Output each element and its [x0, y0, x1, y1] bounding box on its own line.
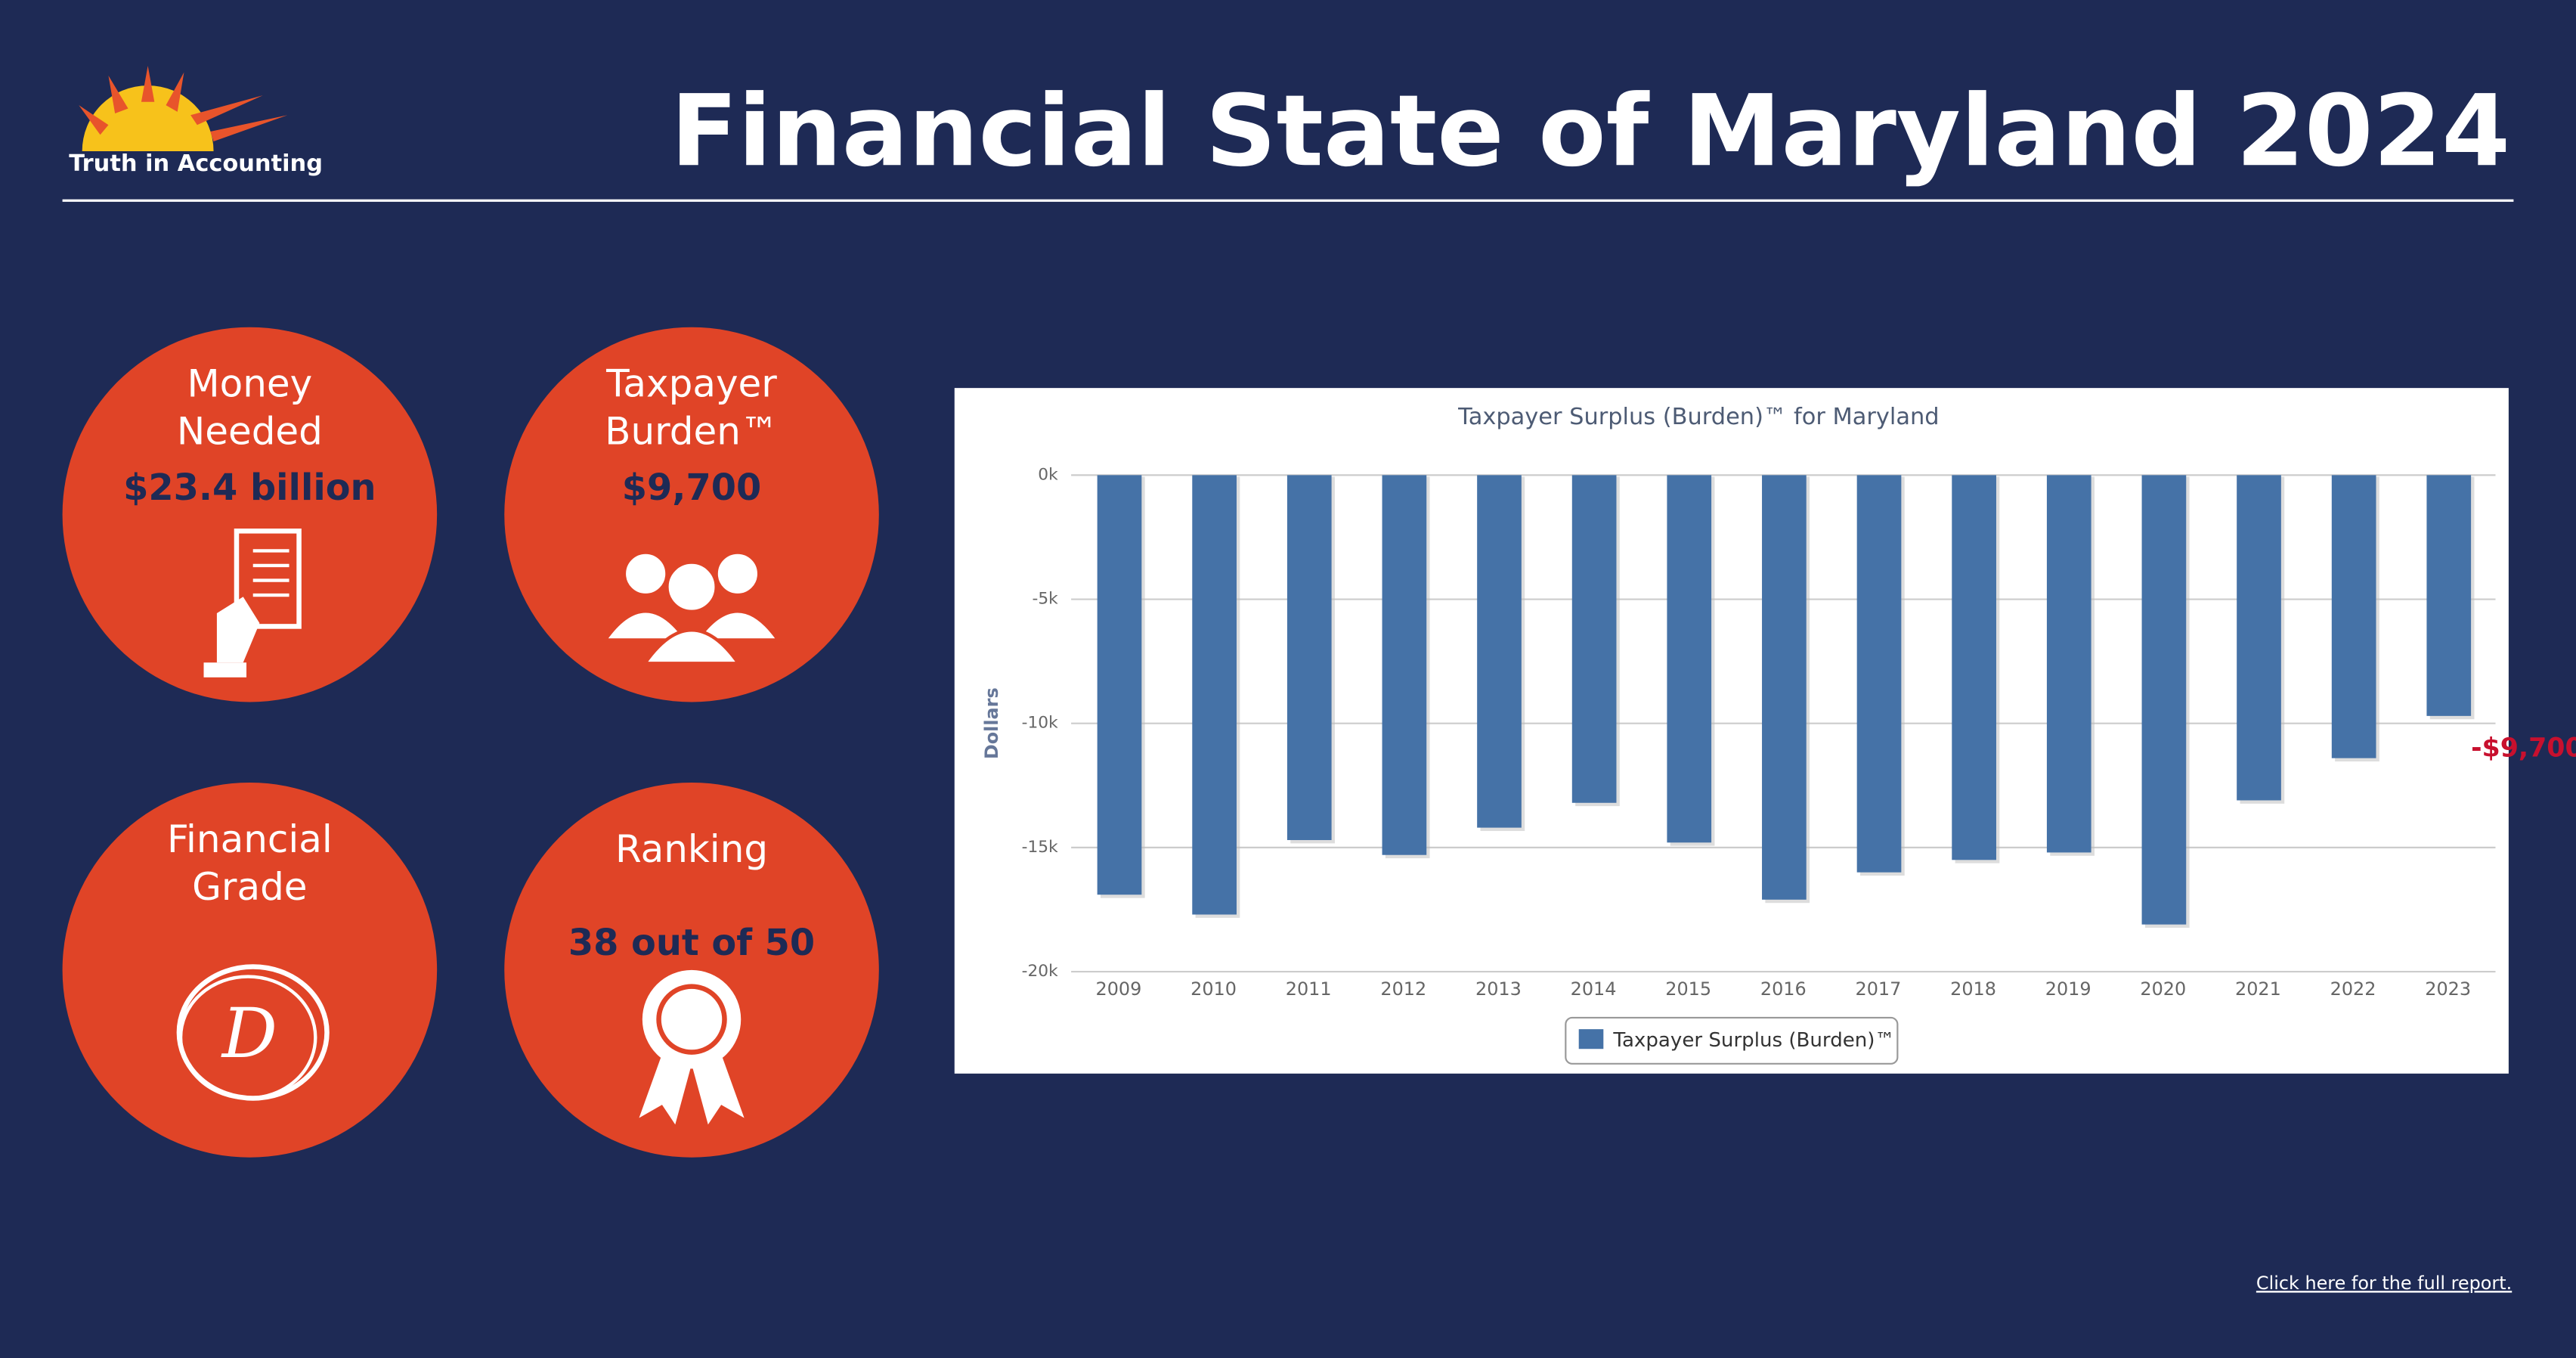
bar [1192, 475, 1237, 915]
card-icon [602, 550, 782, 665]
card-title: Financial [167, 817, 333, 861]
bar [1477, 475, 1522, 828]
x-tick-label: 2016 [1760, 978, 1807, 1000]
bar [2046, 475, 2091, 853]
page-title: Financial State of Maryland 2024 [670, 73, 2510, 188]
x-tick-label: 2013 [1475, 978, 1522, 1000]
card-value: $23.4 billion [123, 467, 376, 509]
value-label: -$9,700 [2471, 733, 2576, 763]
card-title: Taxpayer [605, 361, 777, 405]
y-tick-label: -15k [1022, 838, 1058, 857]
x-tick-label: 2011 [1286, 978, 1332, 1000]
bar [1571, 475, 1617, 803]
legend-box [1565, 1016, 1899, 1065]
card-icon [203, 529, 302, 677]
card-circle [62, 782, 438, 1158]
y-tick-label: 0k [1038, 465, 1058, 484]
card-title: Ranking [615, 827, 768, 871]
legend-swatch [1578, 1029, 1604, 1050]
hand [216, 597, 260, 663]
logo [79, 65, 288, 152]
x-tick-label: 2012 [1380, 978, 1426, 1000]
legend-label: Taxpayer Surplus (Burden)™ [1612, 1029, 1894, 1052]
grade-ring [178, 975, 317, 1100]
logo-text: Truth in Accounting [69, 150, 323, 177]
bar [1667, 475, 1712, 843]
person-head [622, 550, 669, 597]
bar [1382, 475, 1427, 855]
card-circle [62, 327, 438, 702]
bar [1097, 475, 1142, 895]
bar [1952, 475, 1996, 860]
bar [1762, 475, 1807, 900]
x-tick-label: 2022 [2330, 978, 2376, 1000]
card-icon: D [176, 964, 330, 1101]
bar [2141, 475, 2187, 925]
x-tick-label: 2009 [1095, 978, 1141, 1000]
report-link[interactable]: Click here for the full report. [2256, 1273, 2512, 1294]
card-title: Grade [192, 865, 307, 909]
grade-letter: D [221, 993, 277, 1074]
card-title: Money [187, 361, 313, 405]
y-tick-label: -10k [1022, 714, 1058, 733]
person-head [665, 560, 718, 614]
card-title: Needed [177, 410, 323, 454]
x-tick-label: 2023 [2425, 978, 2471, 1000]
x-tick-label: 2021 [2235, 978, 2281, 1000]
receipt [234, 529, 302, 629]
card-icon [639, 969, 745, 1125]
bar [2331, 475, 2376, 758]
bar [1286, 475, 1332, 841]
x-tick-label: 2015 [1665, 978, 1711, 1000]
person-head [714, 550, 761, 597]
x-tick-label: 2017 [1856, 978, 1902, 1000]
card-value: $9,700 [622, 467, 761, 509]
medal-inner [656, 984, 727, 1055]
y-tick-label: -20k [1022, 962, 1058, 981]
card-circle [504, 327, 879, 702]
y-tick-label: -5k [1032, 590, 1058, 609]
x-tick-label: 2018 [1950, 978, 1996, 1000]
x-tick-label: 2019 [2045, 978, 2091, 1000]
card-value: 38 out of 50 [568, 922, 815, 964]
cuff [203, 662, 247, 677]
y-axis-title: Dollars [981, 687, 1002, 759]
x-tick-label: 2010 [1190, 978, 1237, 1000]
bar [2426, 475, 2472, 716]
person-body [641, 628, 742, 665]
bar [2237, 475, 2281, 801]
x-tick-label: 2014 [1571, 978, 1617, 1000]
card-title: Burden™ [605, 410, 779, 454]
person-body [694, 609, 782, 642]
chart-title: Taxpayer Surplus (Burden)™ for Maryland [1457, 404, 1939, 430]
x-tick-label: 2020 [2140, 978, 2186, 1000]
bar [1856, 475, 1902, 873]
